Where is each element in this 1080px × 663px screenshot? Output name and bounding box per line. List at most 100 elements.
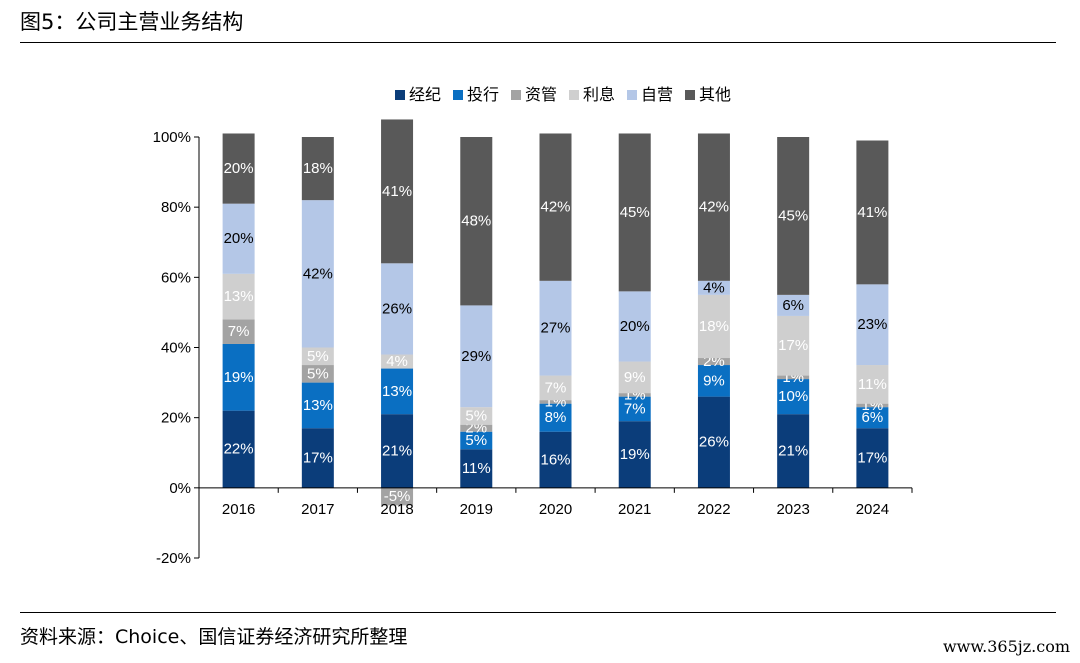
data-label: 6% [862, 409, 884, 426]
bar-segment [539, 280, 572, 376]
data-label: 7% [228, 323, 250, 340]
data-label: 42% [303, 265, 333, 282]
bar-segment [618, 133, 651, 292]
data-label: 17% [857, 450, 887, 467]
data-label: 21% [382, 442, 412, 459]
bar-segment [697, 365, 730, 397]
x-tick-label: 2022 [697, 501, 730, 518]
data-label: 17% [778, 337, 808, 354]
data-label: 26% [699, 434, 729, 451]
bar-segment [222, 319, 255, 344]
watermark: www.365jz.com [942, 637, 1070, 656]
bar-segment [697, 358, 730, 366]
x-tick-label: 2020 [539, 501, 572, 518]
data-label: 9% [624, 369, 646, 386]
data-label: 11% [462, 460, 491, 477]
bar-segment [697, 133, 730, 281]
x-tick-label: 2021 [618, 501, 651, 518]
data-label: 9% [703, 372, 725, 389]
y-tick-label: 0% [169, 480, 191, 497]
bar-segment [381, 119, 414, 264]
figure-title: 图5：公司主营业务结构 [20, 10, 244, 34]
data-label: 29% [461, 348, 491, 365]
y-tick-label: 20% [161, 410, 191, 427]
source-note: 资料来源：Choice、国信证券经济研究所整理 [20, 626, 408, 648]
legend-label: 利息 [583, 86, 615, 104]
bar-segment [539, 400, 572, 404]
bar-segment [301, 365, 334, 383]
data-label: 4% [703, 279, 725, 296]
bar-segment [856, 365, 889, 404]
data-label: 18% [303, 160, 333, 177]
bar-segment [777, 414, 810, 488]
legend-swatch [395, 90, 405, 100]
bar-segment [222, 273, 255, 320]
data-label: 8% [545, 409, 567, 426]
bar-segment [856, 407, 889, 429]
data-label: 7% [545, 379, 567, 396]
x-tick-label: 2023 [776, 501, 809, 518]
legend-swatch [511, 90, 521, 100]
data-label: 19% [224, 369, 254, 386]
data-label: 20% [224, 160, 254, 177]
data-label: 10% [778, 388, 808, 405]
data-label: 20% [224, 230, 254, 247]
data-label: 26% [382, 300, 412, 317]
data-label: 27% [540, 320, 570, 337]
data-label: -5% [384, 488, 411, 505]
bar-segment [460, 424, 493, 432]
legend-swatch [453, 90, 463, 100]
x-tick-label: 2018 [380, 501, 413, 518]
bar-segment [381, 354, 414, 369]
data-label: 48% [461, 213, 491, 230]
legend-label: 资管 [525, 86, 557, 104]
data-label: 17% [303, 450, 333, 467]
bar-segment [460, 305, 493, 408]
data-label: 5% [465, 407, 487, 424]
x-tick-label: 2016 [222, 501, 255, 518]
bar-segment [301, 347, 334, 366]
bar-segment [697, 280, 730, 295]
bar-segment [777, 379, 810, 415]
bar-segment [381, 263, 414, 355]
bar-segment [381, 414, 414, 488]
data-label: 20% [620, 318, 650, 335]
legend-swatch [569, 90, 579, 100]
data-label: 18% [699, 318, 729, 335]
bar-segment [618, 396, 651, 422]
bar-segment [539, 375, 572, 401]
legend-label: 投行 [467, 86, 499, 104]
bar-segment [222, 343, 255, 411]
data-label: 13% [382, 383, 412, 400]
legend-label: 经纪 [409, 86, 441, 104]
y-tick-label: -20% [156, 550, 191, 567]
bar-segment [301, 428, 334, 488]
bar-segment [618, 361, 651, 394]
bar-segment [697, 294, 730, 359]
data-label: 5% [307, 348, 329, 365]
bar-segment [539, 133, 572, 281]
bar-segment [539, 431, 572, 488]
bar-segment [301, 200, 334, 348]
data-label: 45% [620, 204, 650, 221]
bar-segment [301, 382, 334, 429]
chart-legend: 经纪 投行 资管 利息 自营 其他 [395, 86, 731, 104]
data-label: 42% [699, 199, 729, 216]
bar-segment [222, 133, 255, 204]
data-label: 11% [858, 376, 887, 393]
legend-swatch [685, 90, 695, 100]
data-label: 4% [386, 353, 408, 370]
data-label: 13% [224, 288, 254, 305]
legend-swatch [627, 90, 637, 100]
stacked-bar-chart: 经纪 投行 资管 利息 自营 其他 22%19%7%13%20%20%17%13%5%5%… [153, 86, 913, 567]
source-divider [20, 612, 1056, 613]
bar-segment [618, 421, 651, 488]
data-label: 21% [778, 442, 808, 459]
data-label: 23% [857, 316, 887, 333]
x-tick-label: 2019 [460, 501, 493, 518]
bar-segment [381, 487, 414, 506]
legend-label: 其他 [699, 86, 731, 104]
data-label: 42% [540, 199, 570, 216]
bar-segment [618, 291, 651, 362]
data-label: 41% [857, 204, 887, 221]
